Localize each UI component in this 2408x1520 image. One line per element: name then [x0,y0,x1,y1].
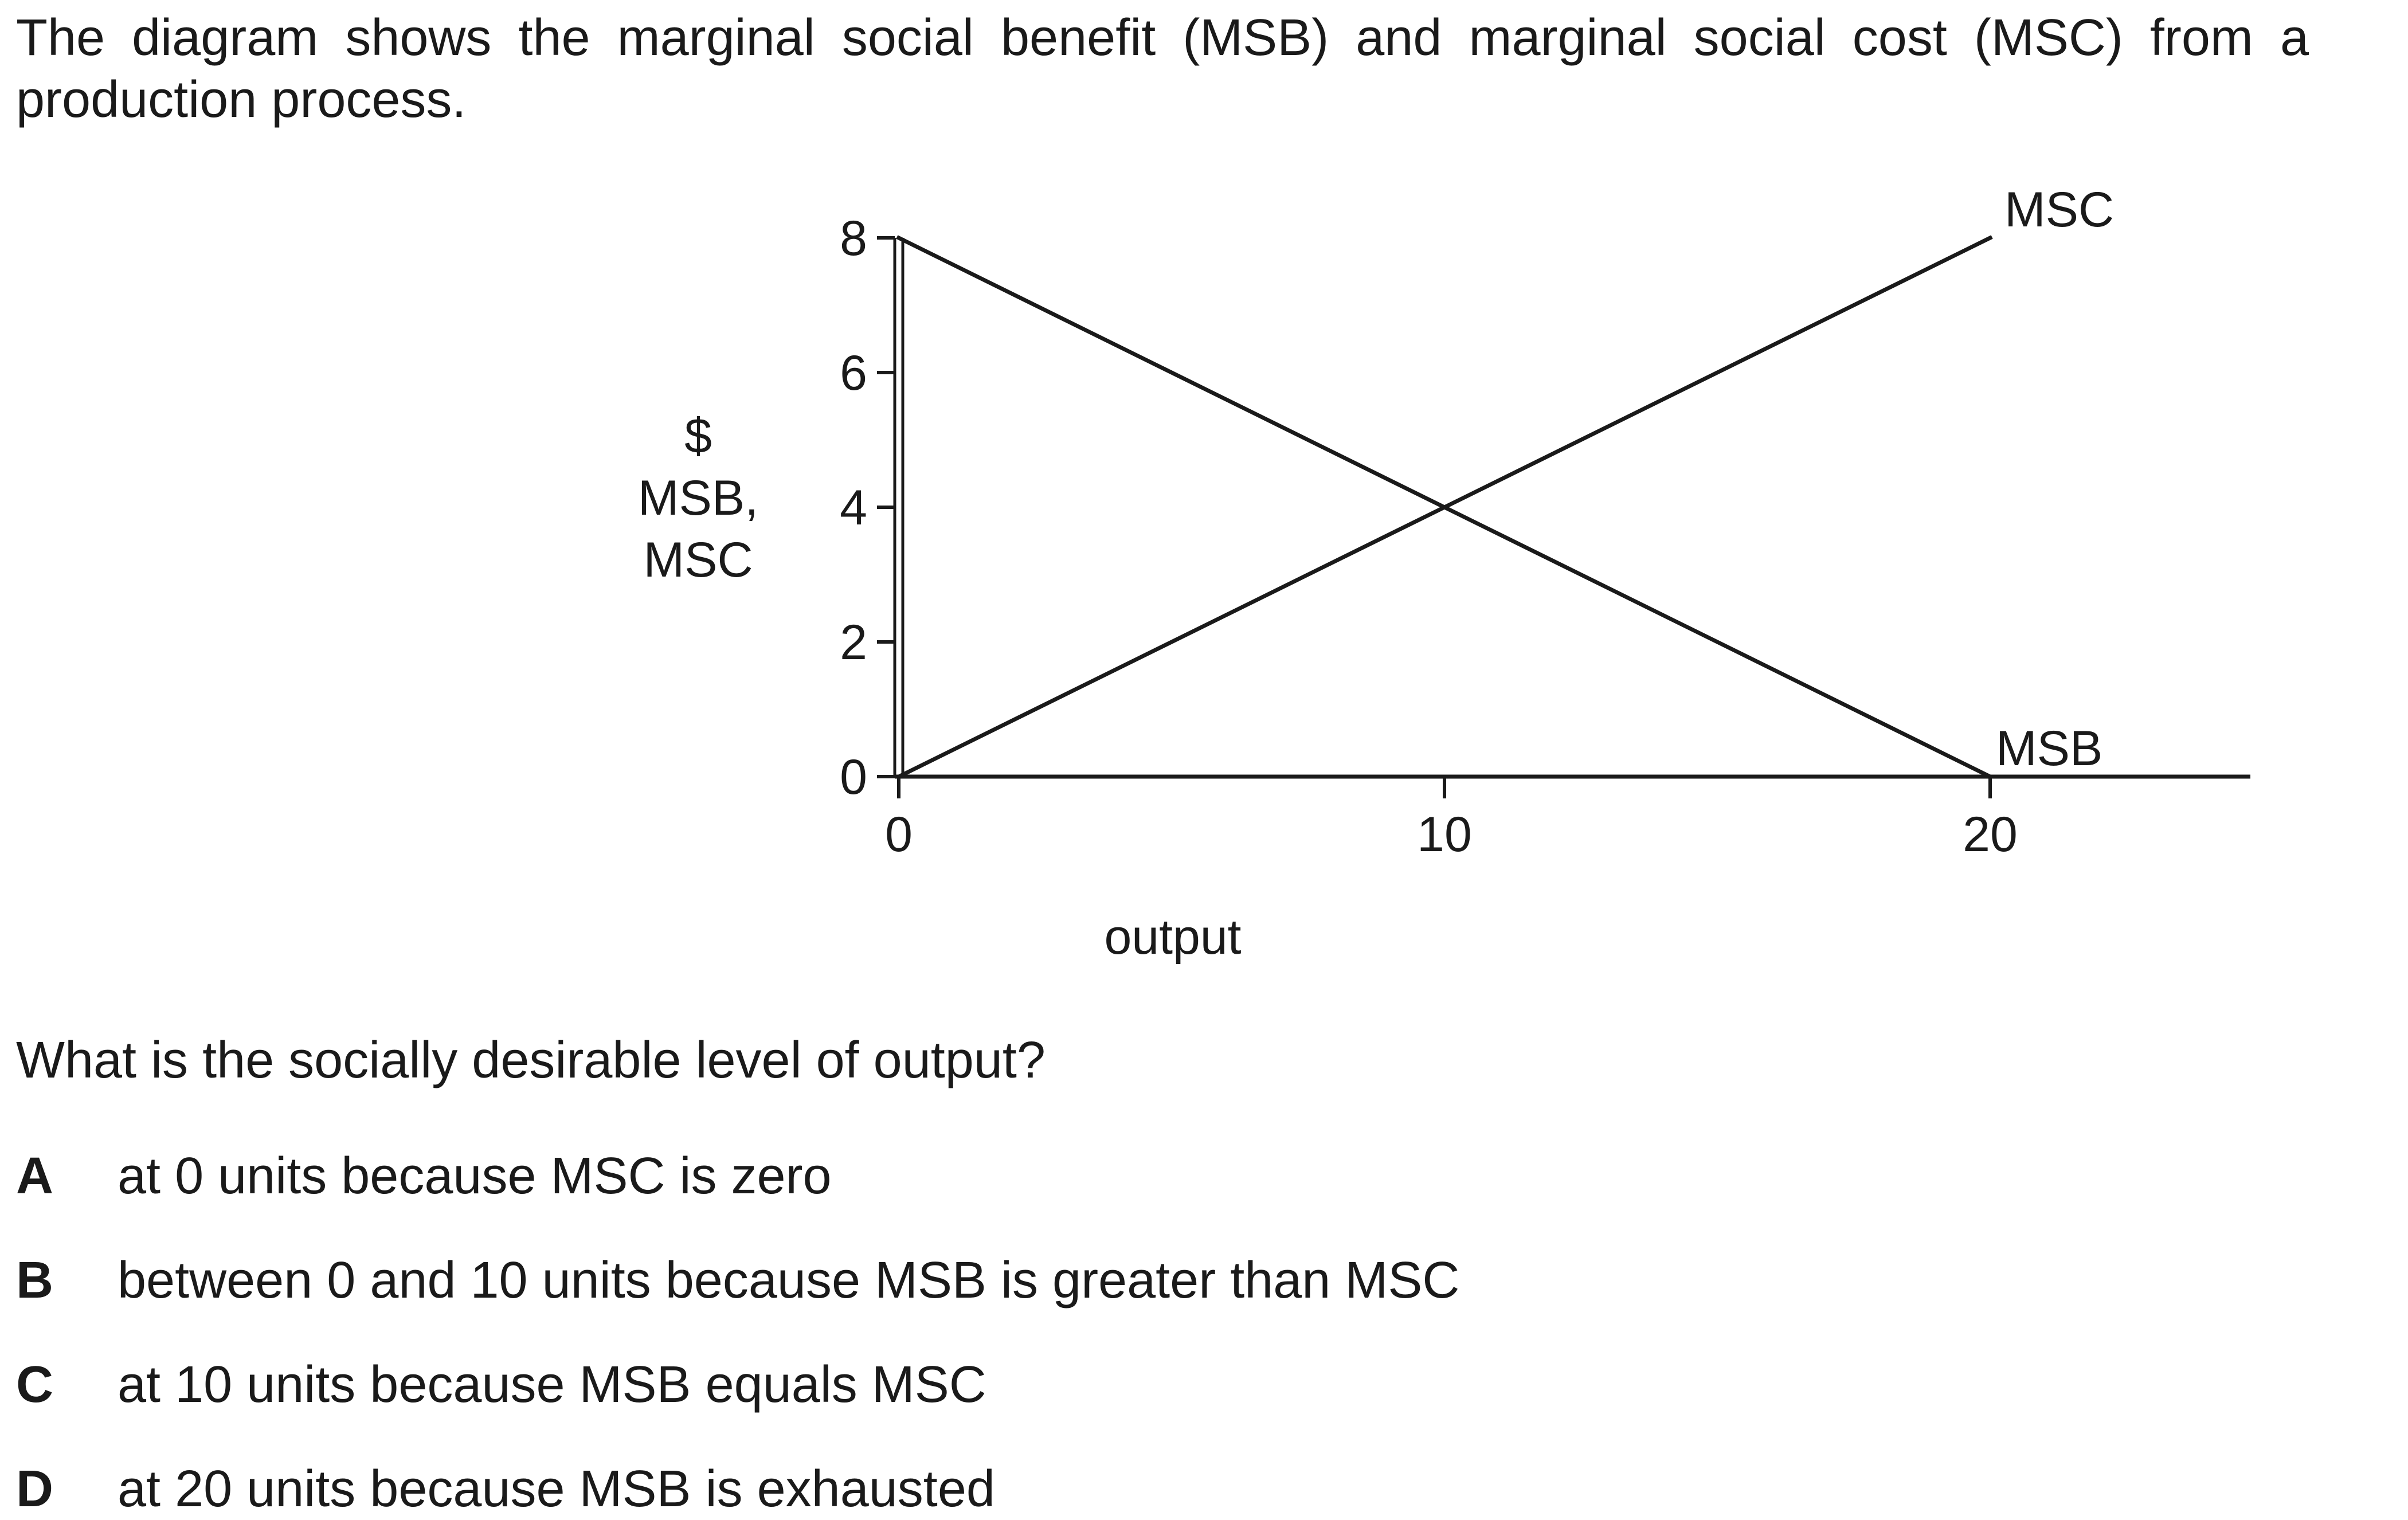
x-tick-label: 0 [885,807,913,862]
series-label-msc: MSC [2004,182,2114,237]
option-c[interactable]: C at 10 units because MSB equals MSC [16,1354,986,1416]
y-axis-title: $ MSB, MSC [638,409,758,587]
option-text: between 0 and 10 units because MSB is gr… [118,1252,1460,1309]
series-line-msb [896,235,1993,779]
intro-text: The diagram shows the marginal social be… [16,9,2309,128]
y-tick-label: 2 [840,615,867,670]
y-axis-title-line-1: $ [684,409,712,464]
option-text: at 0 units because MSC is zero [118,1147,832,1205]
x-tick-label: 10 [1417,807,1472,862]
x-tick-label: 20 [1963,807,2018,862]
option-b[interactable]: B between 0 and 10 units because MSB is … [16,1249,1459,1311]
axes [893,238,2250,779]
option-text: at 10 units because MSB equals MSC [118,1356,986,1413]
option-letter: A [16,1147,53,1205]
x-axis-title: output [1104,910,1241,965]
ticks: 0 2 4 6 8 0 10 20 [840,211,2018,862]
option-d[interactable]: D at 20 units because MSB is exhausted [16,1458,995,1520]
y-axis-title-line-3: MSC [643,532,753,587]
y-tick-label: 6 [840,346,867,401]
option-text: at 20 units because MSB is exhausted [118,1460,995,1518]
y-tick-label: 4 [840,480,867,535]
y-axis-title-line-2: MSB, [638,471,758,526]
question-text: What is the socially desirable level of … [16,1032,1046,1089]
y-tick-label: 0 [840,750,867,805]
option-a[interactable]: A at 0 units because MSC is zero [16,1145,832,1207]
option-letter: B [16,1252,53,1309]
series-label-msb: MSB [1996,721,2102,776]
series-labels: MSC MSB [1996,182,2114,776]
series [896,235,1993,779]
y-tick-label: 8 [840,211,867,266]
option-letter: D [16,1460,53,1518]
option-letter: C [16,1356,53,1413]
